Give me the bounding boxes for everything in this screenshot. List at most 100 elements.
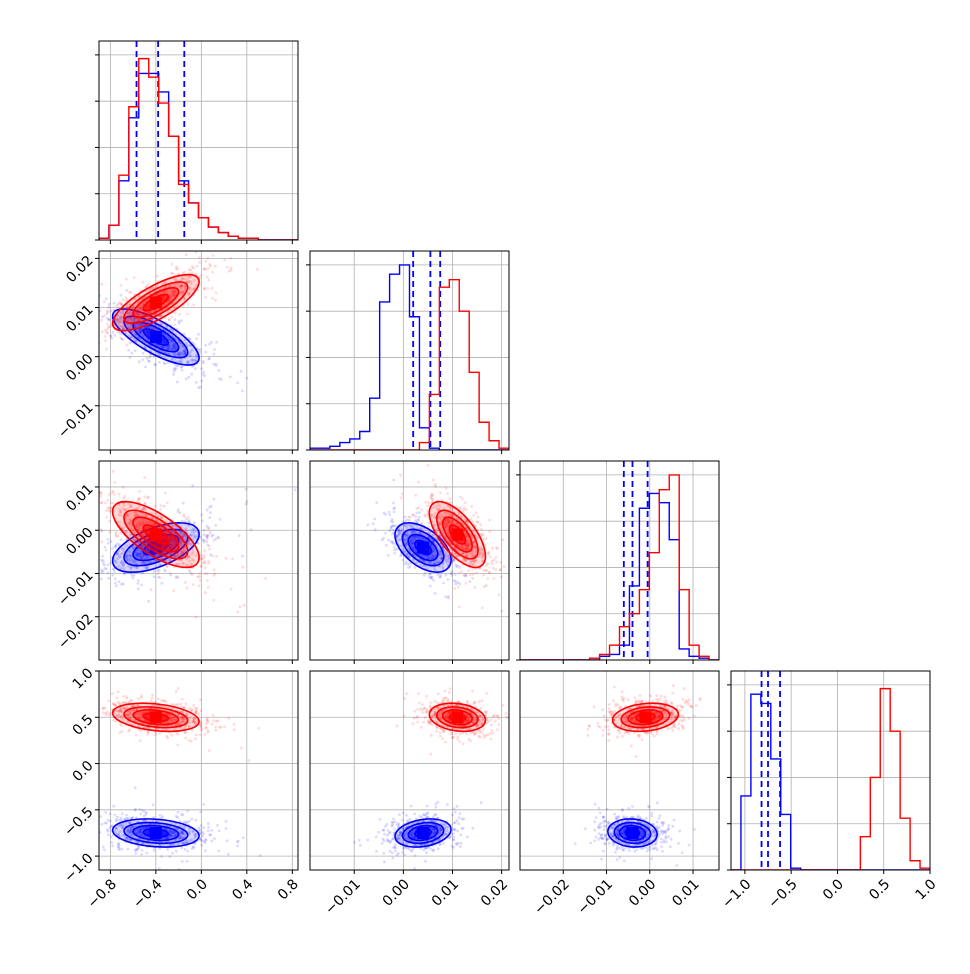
scatter-point bbox=[491, 547, 494, 550]
scatter-point bbox=[126, 848, 129, 851]
scatter-point bbox=[111, 491, 114, 494]
scatter-point bbox=[175, 575, 178, 578]
scatter-point bbox=[399, 474, 402, 477]
scatter-point bbox=[400, 496, 403, 499]
scatter-point bbox=[227, 717, 230, 720]
scatter-point bbox=[186, 587, 189, 590]
scatter-point bbox=[225, 557, 228, 560]
scatter-point bbox=[90, 708, 93, 711]
scatter-point bbox=[417, 481, 420, 484]
scatter-point bbox=[107, 319, 110, 322]
scatter-point bbox=[118, 543, 121, 546]
density-peak bbox=[150, 827, 162, 839]
scatter-point bbox=[107, 538, 110, 541]
scatter-point bbox=[180, 847, 183, 850]
scatter-point bbox=[202, 371, 205, 374]
scatter-point bbox=[458, 606, 461, 609]
scatter-point bbox=[156, 275, 159, 278]
scatter-point bbox=[488, 530, 491, 533]
scatter-point bbox=[210, 839, 213, 842]
density-peak bbox=[417, 542, 429, 554]
scatter-point bbox=[391, 524, 394, 527]
scatter-point bbox=[488, 519, 491, 522]
scatter-point bbox=[424, 515, 427, 518]
scatter-point bbox=[119, 553, 122, 556]
scatter-point bbox=[259, 854, 262, 857]
scatter-point bbox=[195, 337, 198, 340]
scatter-point bbox=[229, 376, 232, 379]
scatter-point bbox=[90, 555, 93, 558]
scatter-point bbox=[205, 839, 208, 842]
scatter-point bbox=[140, 696, 143, 699]
scatter-point bbox=[153, 849, 156, 852]
scatter-point bbox=[479, 523, 482, 526]
scatter-point bbox=[114, 546, 117, 549]
density-peak bbox=[150, 297, 162, 309]
scatter-point bbox=[202, 826, 205, 829]
scatter-point bbox=[199, 811, 202, 814]
scatter-point bbox=[120, 294, 123, 297]
scatter-point bbox=[31, 615, 34, 618]
scatter-point bbox=[227, 853, 230, 856]
scatter-point bbox=[493, 577, 496, 580]
scatter-point bbox=[434, 485, 437, 488]
scatter-point bbox=[87, 282, 90, 285]
scatter-point bbox=[498, 593, 501, 596]
scatter-point bbox=[421, 521, 424, 524]
scatter-point bbox=[175, 268, 178, 271]
scatter-point bbox=[31, 300, 34, 303]
scatter-point bbox=[91, 483, 94, 486]
scatter-point bbox=[213, 498, 216, 501]
scatter-point bbox=[116, 816, 119, 819]
scatter-point bbox=[104, 811, 107, 814]
scatter-point bbox=[469, 573, 472, 576]
scatter-point bbox=[245, 488, 248, 491]
scatter-point bbox=[489, 556, 492, 559]
scatter-point bbox=[104, 339, 107, 342]
scatter-point bbox=[147, 496, 150, 499]
scatter-point bbox=[418, 511, 421, 514]
scatter-point bbox=[110, 836, 113, 839]
scatter-point bbox=[243, 604, 246, 607]
scatter-point bbox=[195, 616, 198, 619]
scatter-point bbox=[208, 749, 211, 752]
scatter-panel-2-1 bbox=[310, 458, 518, 664]
scatter-point bbox=[213, 348, 216, 351]
scatter-point bbox=[209, 511, 212, 514]
scatter-point bbox=[107, 306, 110, 309]
scatter-point bbox=[238, 534, 241, 537]
scatter-point bbox=[246, 500, 249, 503]
scatter-point bbox=[95, 817, 98, 820]
scatter-point bbox=[217, 849, 220, 852]
scatter-point bbox=[113, 493, 116, 496]
scatter-point bbox=[375, 501, 378, 504]
scatter-point bbox=[109, 820, 112, 823]
scatter-point bbox=[426, 504, 429, 507]
scatter-point bbox=[202, 373, 205, 376]
scatter-point bbox=[430, 576, 433, 579]
histogram-area bbox=[99, 41, 298, 240]
scatter-point bbox=[213, 837, 216, 840]
scatter-point bbox=[147, 600, 150, 603]
scatter-point bbox=[470, 518, 473, 521]
scatter-point bbox=[70, 482, 73, 485]
scatter-point bbox=[134, 808, 137, 811]
scatter-point bbox=[134, 786, 137, 789]
scatter-point bbox=[103, 567, 106, 570]
scatter-point bbox=[187, 516, 190, 519]
scatter-point bbox=[118, 493, 121, 496]
scatter-point bbox=[204, 733, 207, 736]
scatter-point bbox=[488, 571, 491, 574]
scatter-point bbox=[486, 552, 489, 555]
scatter-point bbox=[392, 479, 395, 482]
scatter-point bbox=[206, 537, 209, 540]
scatter-point bbox=[462, 574, 465, 577]
scatter-point bbox=[193, 535, 196, 538]
scatter-point bbox=[477, 516, 480, 519]
scatter-point bbox=[103, 848, 106, 851]
scatter-point bbox=[185, 377, 188, 380]
scatter-point bbox=[111, 574, 114, 577]
scatter-point bbox=[157, 572, 160, 575]
scatter-point bbox=[115, 697, 118, 700]
